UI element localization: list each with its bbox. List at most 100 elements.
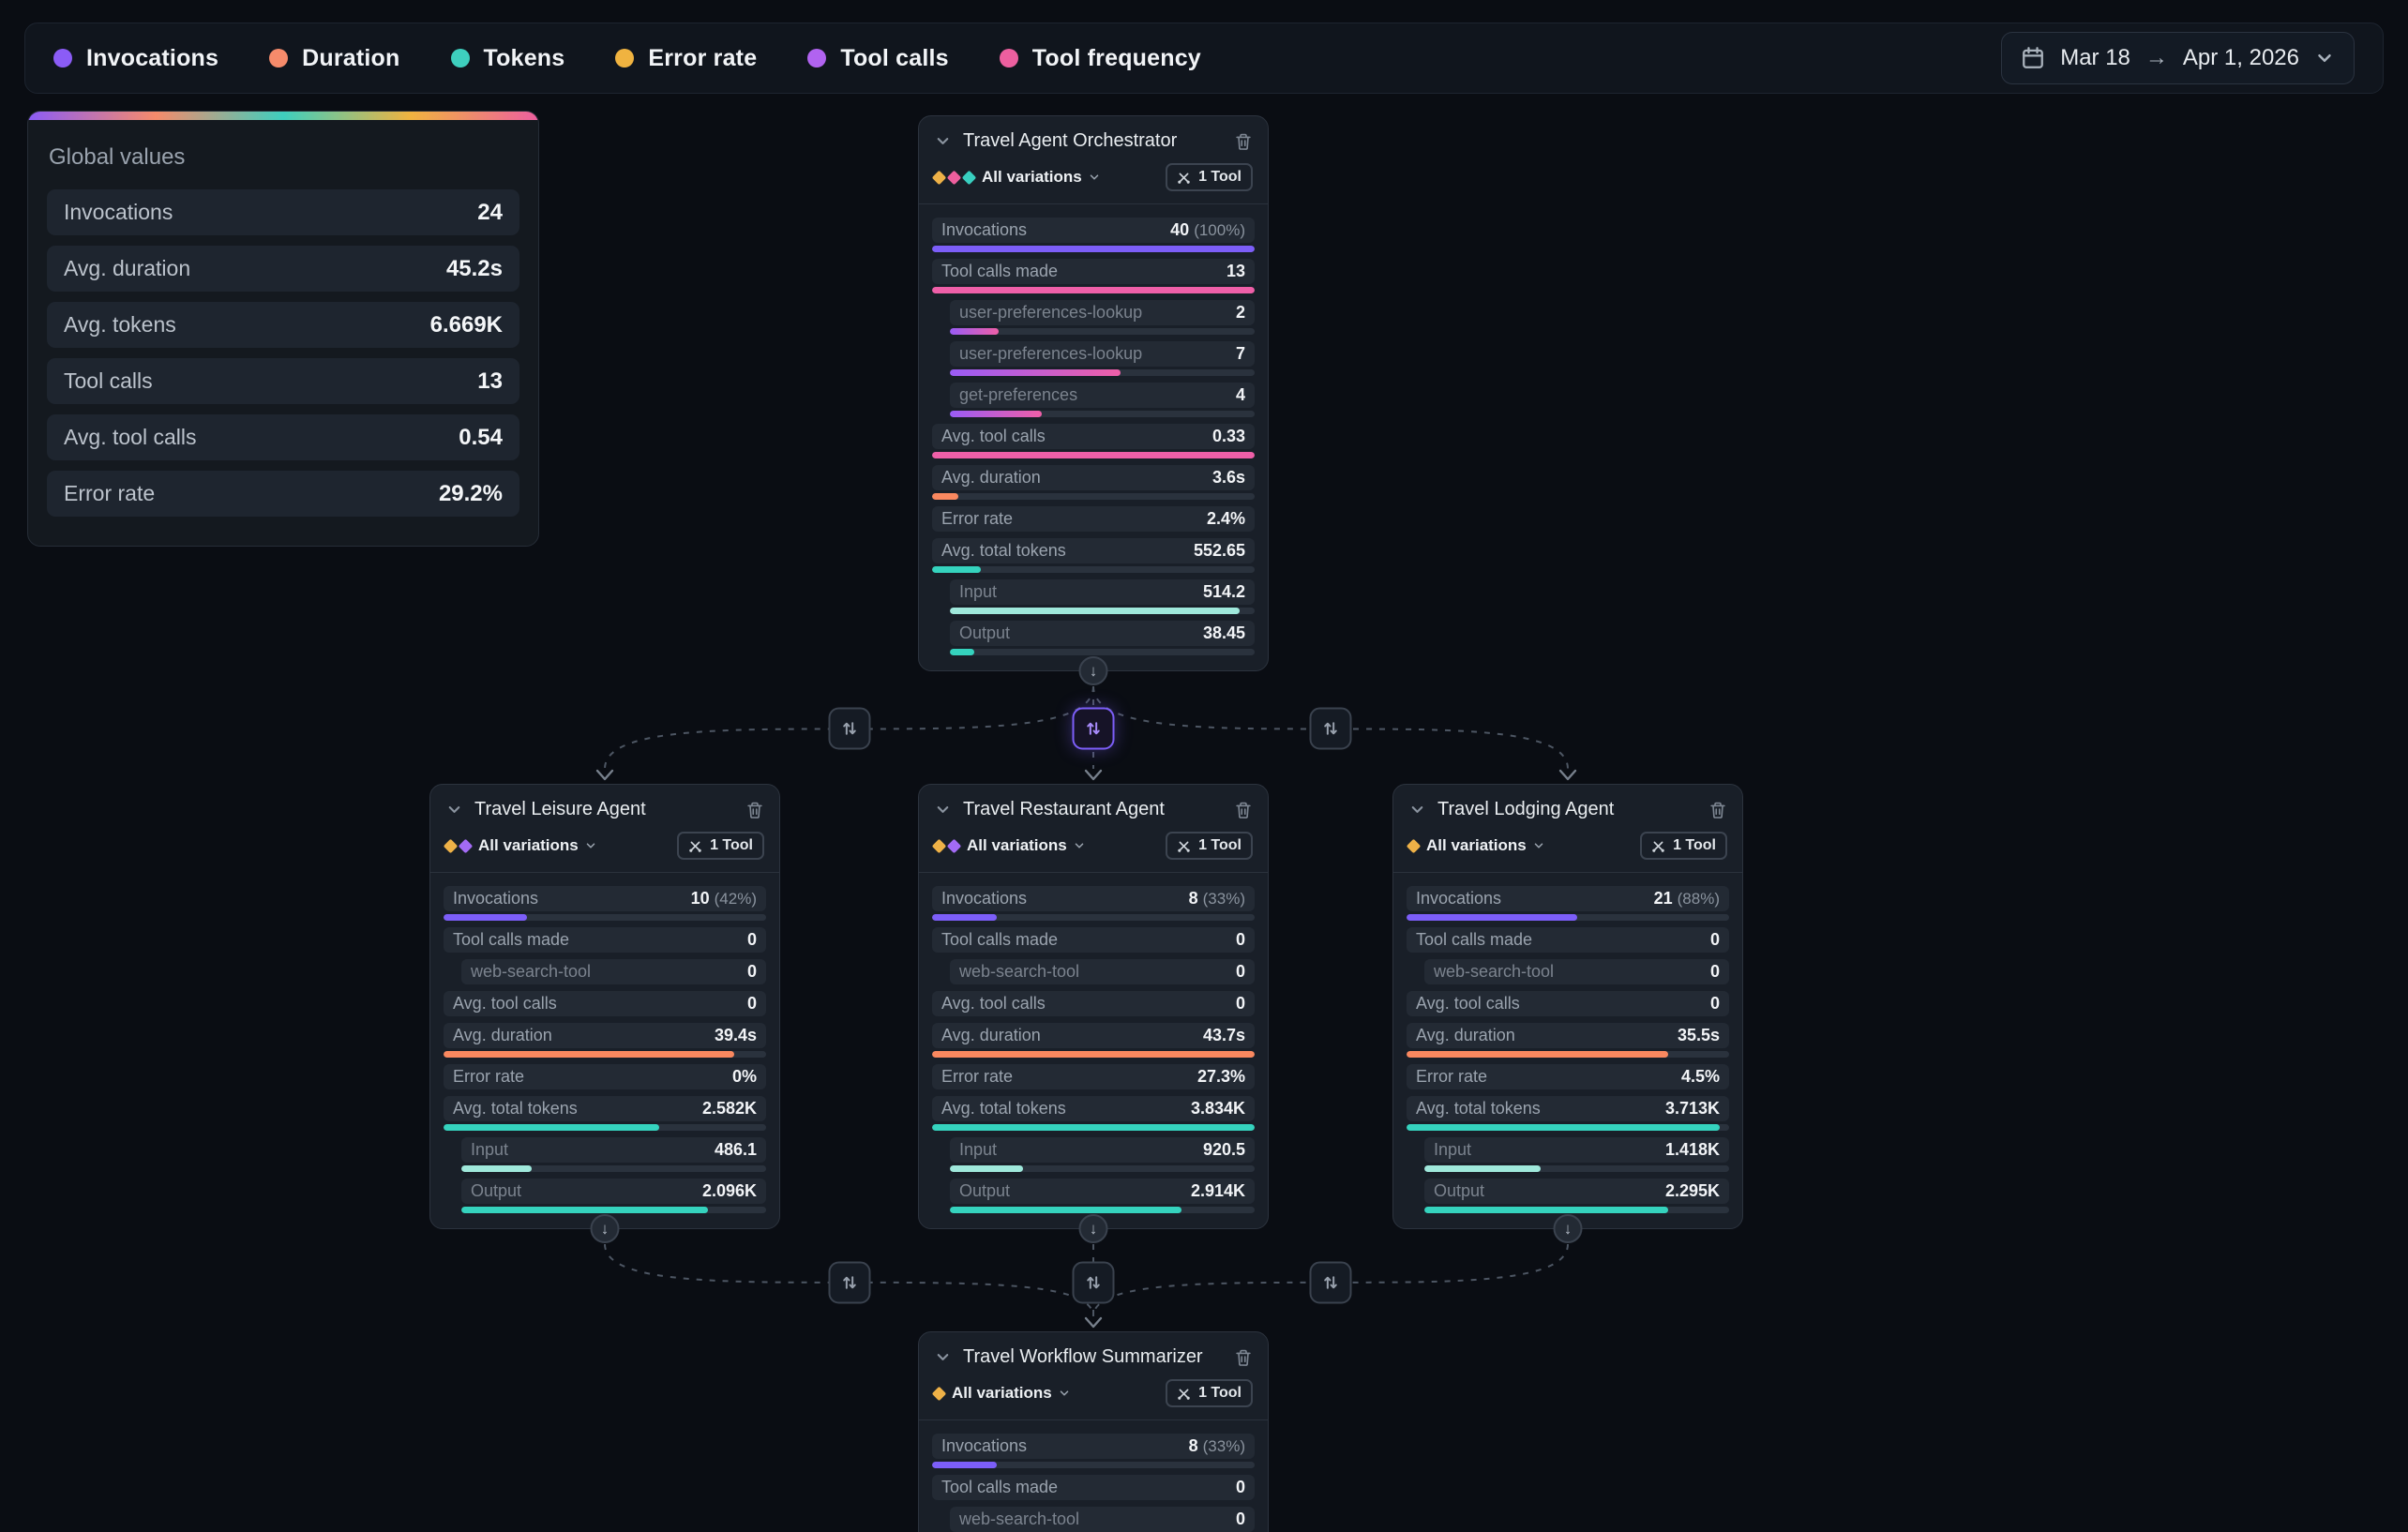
metric-bar-fill bbox=[932, 1051, 1255, 1058]
all-variations-dropdown[interactable]: All variations bbox=[478, 836, 597, 855]
metric-bar-fill bbox=[950, 369, 1121, 376]
global-row-label: Avg. duration bbox=[64, 256, 191, 280]
metric-label: user-preferences-lookup bbox=[959, 303, 1143, 322]
metric-value: 0 bbox=[746, 994, 757, 1013]
legend-item-duration[interactable]: Duration bbox=[269, 45, 399, 72]
metric-value: 43.7s bbox=[1202, 1026, 1245, 1044]
edge-connector-node-restaurant-summarizer[interactable] bbox=[1072, 1261, 1115, 1304]
tools-count-badge[interactable]: 1 Tool bbox=[1166, 163, 1253, 191]
variation-diamonds bbox=[931, 170, 977, 185]
chevron-down-icon bbox=[1058, 1387, 1071, 1400]
metric-row: Input 920.5 bbox=[950, 1137, 1255, 1163]
collapse-chevron-icon[interactable] bbox=[1408, 801, 1426, 819]
metric-row: Invocations 40 (100%) bbox=[932, 218, 1255, 243]
legend-item-tool-calls[interactable]: Tool calls bbox=[807, 45, 949, 72]
metric-row: Invocations 10 (42%) bbox=[444, 886, 766, 911]
metric-row: Error rate 2.4% bbox=[932, 506, 1255, 532]
edge-connector-node-lodging-summarizer[interactable] bbox=[1309, 1261, 1352, 1304]
variations-row: All variations 1 Tool bbox=[919, 1374, 1268, 1419]
delete-agent-button[interactable] bbox=[745, 801, 764, 819]
tools-icon bbox=[1651, 839, 1665, 853]
collapse-chevron-icon[interactable] bbox=[934, 1348, 952, 1366]
metric-label: Input bbox=[1434, 1140, 1472, 1159]
all-variations-dropdown[interactable]: All variations bbox=[1426, 836, 1545, 855]
metric-value: 0.33 bbox=[1212, 427, 1245, 445]
metric-input: Input 920.5 bbox=[950, 1137, 1255, 1172]
metric-label: Avg. tool calls bbox=[941, 994, 1046, 1013]
tools-count-badge[interactable]: 1 Tool bbox=[677, 832, 764, 860]
metrics-list: Invocations 8 (33%) Tool calls made 0 web-sea… bbox=[919, 1420, 1268, 1532]
all-variations-dropdown[interactable]: All variations bbox=[952, 1384, 1071, 1403]
global-value-row-tool-calls: Tool calls 13 bbox=[47, 358, 519, 404]
agent-card-restaurant: Travel Restaurant Agent All variations 1 T… bbox=[918, 784, 1269, 1243]
metric-row: Avg. total tokens 2.582K bbox=[444, 1096, 766, 1121]
collapse-chevron-icon[interactable] bbox=[934, 801, 952, 819]
delete-agent-button[interactable] bbox=[1708, 801, 1727, 819]
card-header: Travel Restaurant Agent bbox=[919, 785, 1268, 827]
metric-value: 2.4% bbox=[1206, 509, 1245, 528]
metric-web-search-tool: web-search-tool 0 bbox=[950, 959, 1255, 984]
legend-item-label: Duration bbox=[302, 44, 400, 71]
metric-value: 0 bbox=[1235, 994, 1245, 1013]
tools-icon bbox=[1177, 839, 1191, 853]
all-variations-dropdown[interactable]: All variations bbox=[982, 168, 1101, 187]
delete-agent-button[interactable] bbox=[1234, 801, 1253, 819]
metric-row: web-search-tool 0 bbox=[1424, 959, 1729, 984]
variation-diamond-icon bbox=[443, 838, 459, 853]
metric-value: 21 (88%) bbox=[1653, 889, 1720, 908]
metric-tool-calls-made: Tool calls made 0 bbox=[932, 927, 1255, 953]
metric-row: user-preferences-lookup 7 bbox=[950, 341, 1255, 367]
edge-connector-node-orchestrator-lodging[interactable] bbox=[1309, 707, 1352, 750]
card-divider bbox=[919, 872, 1268, 873]
expand-downstream-button[interactable]: ↓ bbox=[1078, 656, 1108, 685]
chevron-down-icon bbox=[584, 839, 597, 852]
tools-count-badge[interactable]: 1 Tool bbox=[1166, 832, 1253, 860]
metric-value: 27.3% bbox=[1196, 1067, 1245, 1086]
top-bar: Invocations Duration Tokens Error rate Tool … bbox=[24, 23, 2384, 94]
metric-row: Avg. tool calls 0 bbox=[932, 991, 1255, 1016]
date-range-picker[interactable]: Mar 18 → Apr 1, 2026 bbox=[2001, 32, 2355, 84]
legend-item-invocations[interactable]: Invocations bbox=[53, 45, 218, 72]
legend-item-tool-frequency[interactable]: Tool frequency bbox=[999, 45, 1201, 72]
edge-connector-node-leisure-summarizer[interactable] bbox=[828, 1261, 870, 1304]
metric-bar-track bbox=[932, 566, 1255, 573]
expand-downstream-button[interactable]: ↓ bbox=[590, 1214, 620, 1243]
edge-connector-node-orchestrator-restaurant[interactable] bbox=[1072, 707, 1115, 750]
metric-label: Input bbox=[959, 1140, 998, 1159]
legend-dot-icon bbox=[807, 49, 827, 68]
edge-connector-node-orchestrator-leisure[interactable] bbox=[828, 707, 870, 750]
expand-downstream-button[interactable]: ↓ bbox=[1553, 1214, 1583, 1243]
tools-count-label: 1 Tool bbox=[1673, 837, 1716, 853]
metric-row: Invocations 21 (88%) bbox=[1407, 886, 1729, 911]
delete-agent-button[interactable] bbox=[1234, 1348, 1253, 1367]
tools-icon bbox=[688, 839, 702, 853]
metric-bar-track bbox=[950, 1207, 1255, 1213]
metric-input: Input 486.1 bbox=[461, 1137, 766, 1172]
all-variations-label: All variations bbox=[967, 836, 1067, 854]
tools-count-badge[interactable]: 1 Tool bbox=[1640, 832, 1727, 860]
expand-downstream-button[interactable]: ↓ bbox=[1078, 1214, 1108, 1243]
collapse-chevron-icon[interactable] bbox=[934, 132, 952, 150]
delete-agent-button[interactable] bbox=[1234, 132, 1253, 151]
metric-bar-track bbox=[1424, 1207, 1729, 1213]
card-divider bbox=[919, 203, 1268, 204]
all-variations-dropdown[interactable]: All variations bbox=[967, 836, 1086, 855]
metric-row: Error rate 0% bbox=[444, 1064, 766, 1089]
metric-tool-calls-made: Tool calls made 0 bbox=[932, 1475, 1255, 1500]
metric-value: 7 bbox=[1235, 344, 1245, 363]
tools-count-badge[interactable]: 1 Tool bbox=[1166, 1379, 1253, 1407]
metric-label: Error rate bbox=[1416, 1067, 1488, 1086]
variations-row: All variations 1 Tool bbox=[919, 158, 1268, 203]
metric-label: Output bbox=[959, 623, 1011, 642]
global-values-rows: Invocations 24 Avg. duration 45.2s Avg. toke… bbox=[47, 189, 519, 517]
metric-bar-track bbox=[444, 1051, 766, 1058]
collapse-chevron-icon[interactable] bbox=[445, 801, 463, 819]
legend-item-tokens[interactable]: Tokens bbox=[450, 45, 565, 72]
legend-item-error-rate[interactable]: Error rate bbox=[615, 45, 757, 72]
agent-card-summarizer: Travel Workflow Summarizer All variations… bbox=[918, 1331, 1269, 1532]
metric-row: Tool calls made 0 bbox=[444, 927, 766, 953]
metric-note: (88%) bbox=[1677, 890, 1720, 908]
variation-diamond-icon bbox=[931, 838, 947, 853]
metric-avg-duration: Avg. duration 43.7s bbox=[932, 1023, 1255, 1058]
metric-row: Input 1.418K bbox=[1424, 1137, 1729, 1163]
